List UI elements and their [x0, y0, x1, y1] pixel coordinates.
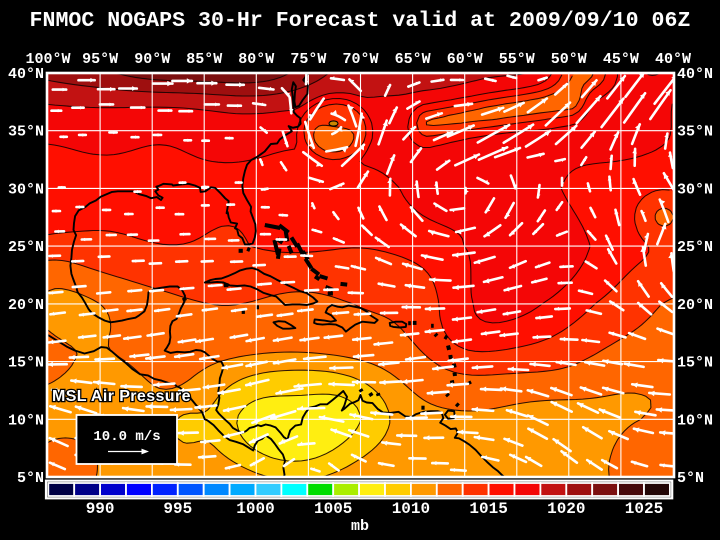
svg-text:85°W: 85°W: [186, 51, 222, 68]
svg-text:5°N: 5°N: [677, 470, 704, 487]
svg-text:20°N: 20°N: [677, 297, 713, 314]
svg-text:25°N: 25°N: [677, 239, 713, 256]
svg-text:10°N: 10°N: [677, 412, 713, 429]
svg-text:35°N: 35°N: [677, 124, 713, 141]
svg-text:75°W: 75°W: [290, 51, 326, 68]
svg-text:990: 990: [86, 500, 115, 518]
svg-text:1000: 1000: [236, 500, 274, 518]
svg-text:40°N: 40°N: [8, 66, 44, 83]
svg-text:40°N: 40°N: [677, 66, 713, 83]
svg-text:100°W: 100°W: [25, 51, 70, 68]
svg-text:80°W: 80°W: [238, 51, 274, 68]
svg-text:10.0 m/s: 10.0 m/s: [93, 429, 160, 445]
svg-text:65°W: 65°W: [395, 51, 431, 68]
svg-text:10°N: 10°N: [8, 412, 44, 429]
svg-text:45°W: 45°W: [603, 51, 639, 68]
svg-text:MSL Air Pressure: MSL Air Pressure: [52, 388, 191, 405]
svg-text:1025: 1025: [625, 500, 663, 518]
svg-text:50°W: 50°W: [551, 51, 587, 68]
svg-text:30°N: 30°N: [677, 181, 713, 198]
svg-text:995: 995: [163, 500, 192, 518]
svg-text:90°W: 90°W: [134, 51, 170, 68]
svg-text:1010: 1010: [392, 500, 430, 518]
svg-text:mb: mb: [351, 518, 369, 535]
svg-text:35°N: 35°N: [8, 124, 44, 141]
svg-text:1020: 1020: [547, 500, 585, 518]
svg-text:30°N: 30°N: [8, 181, 44, 198]
svg-text:95°W: 95°W: [82, 51, 118, 68]
svg-text:5°N: 5°N: [17, 470, 44, 487]
svg-text:FNMOC NOGAPS 30-Hr Forecast va: FNMOC NOGAPS 30-Hr Forecast valid at 200…: [30, 9, 691, 33]
svg-text:55°W: 55°W: [499, 51, 535, 68]
svg-text:25°N: 25°N: [8, 239, 44, 256]
svg-text:20°N: 20°N: [8, 297, 44, 314]
svg-text:15°N: 15°N: [677, 355, 713, 372]
svg-text:1015: 1015: [469, 500, 507, 518]
svg-text:15°N: 15°N: [8, 355, 44, 372]
svg-text:60°W: 60°W: [447, 51, 483, 68]
svg-text:70°W: 70°W: [342, 51, 378, 68]
svg-text:40°W: 40°W: [655, 51, 691, 68]
svg-text:1005: 1005: [314, 500, 352, 518]
